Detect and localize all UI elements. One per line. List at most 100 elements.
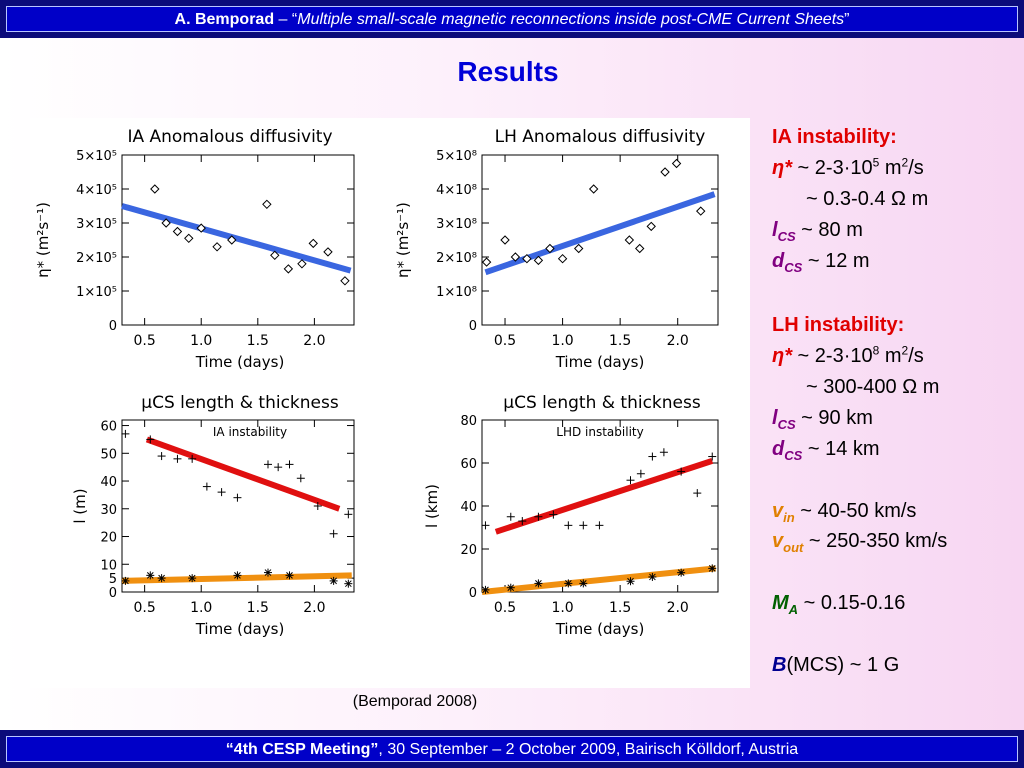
figure-caption: (Bemporad 2008) (352, 693, 478, 710)
lh-thickness-line: dCS ~ 14 km (772, 438, 880, 463)
data-point (161, 218, 171, 228)
x-tick-label: 1.0 (551, 600, 573, 616)
y-tick-label: 5×10⁸ (436, 149, 477, 164)
lh-length-line: lCS ~ 90 km (772, 407, 873, 432)
data-point (545, 243, 555, 254)
data-point (481, 257, 492, 267)
x-axis-label: Time (days) (555, 353, 645, 371)
data-point (184, 233, 194, 244)
x-tick-label: 2.0 (667, 333, 689, 349)
y-tick-label: 3×10⁸ (436, 217, 477, 232)
data-point (481, 521, 490, 530)
y-tick-label: 4×10⁵ (76, 183, 117, 198)
data-point (146, 435, 155, 444)
data-point (296, 474, 305, 483)
star-point (648, 572, 657, 581)
star-d2 (158, 574, 165, 582)
data-point (708, 452, 717, 461)
star-point (626, 577, 635, 586)
vin-line: vin ~ 40-50 km/s (772, 500, 917, 525)
star-point (121, 576, 130, 585)
y-tick-label: 5 (109, 572, 117, 587)
data-point (212, 242, 222, 252)
data-point (573, 243, 584, 254)
data-point (677, 467, 686, 476)
star-point (579, 579, 588, 588)
data-point (313, 502, 322, 510)
chart-annotation: IA instability (213, 425, 287, 439)
star-point (481, 585, 490, 594)
star-point (708, 564, 717, 573)
star-d2 (234, 572, 241, 579)
star-point (233, 571, 242, 580)
data-point (500, 235, 510, 245)
data-point (510, 252, 521, 262)
data-point (626, 476, 635, 485)
ia-resistivity: ~ 0.3-0.4 Ω m (806, 188, 929, 210)
data-point (202, 482, 211, 491)
star-point (329, 576, 338, 585)
data-point (121, 429, 130, 438)
data-point (173, 454, 182, 463)
x-tick-label: 1.5 (609, 333, 631, 349)
y-tick-label: 2×10⁸ (436, 251, 477, 266)
fit-line (494, 457, 714, 535)
star-d2 (188, 574, 196, 582)
star-point (506, 583, 515, 592)
data-point (270, 250, 280, 261)
data-point (172, 226, 183, 237)
footer-bar: “4th CESP Meeting”, 30 September – 2 Oct… (0, 730, 1024, 768)
y-tick-label: 20 (460, 543, 477, 558)
data-point (518, 517, 527, 526)
data-point (233, 493, 242, 502)
x-tick-label: 2.0 (303, 333, 325, 349)
star-point (263, 568, 272, 577)
footer-text: “4th CESP Meeting”, 30 September – 2 Oct… (6, 736, 1018, 762)
chart-panel-2: LH Anomalous diffusivity 0.5 1.0 1.5 2.0 0 1×1… (394, 127, 719, 371)
data-point (297, 259, 307, 269)
plot-frame (121, 419, 355, 593)
x-tick-label: 0.5 (134, 333, 156, 349)
star-d2 (564, 580, 572, 587)
data-point (588, 184, 599, 194)
header-close: ” (844, 11, 850, 28)
y-tick-label: 50 (100, 447, 117, 462)
header-title: Multiple small-scale magnetic reconnecti… (297, 11, 845, 28)
star-d2 (535, 580, 542, 587)
star-point (188, 574, 197, 583)
header-author: A. Bemporad (174, 11, 275, 28)
eta-symbol: η* (772, 157, 792, 179)
y-tick-label: 10 (100, 558, 117, 573)
data-point (323, 247, 333, 257)
y-tick-label: 60 (100, 420, 117, 435)
chart-title: μCS length & thickness (503, 393, 701, 413)
data-point (227, 235, 237, 245)
mach-line: MA ~ 0.15-0.16 (772, 592, 906, 617)
header-text: A. Bemporad – “Multiple small-scale magn… (6, 6, 1018, 32)
x-tick-label: 0.5 (134, 600, 156, 616)
x-tick-label: 1.0 (190, 333, 212, 349)
ia-heading: IA instability: (772, 126, 897, 148)
data-point (340, 276, 350, 286)
x-tick-label: 2.0 (667, 600, 689, 616)
data-point (262, 199, 272, 210)
y-tick-label: 2×10⁵ (76, 251, 117, 266)
data-point (671, 158, 682, 169)
star-point (564, 579, 573, 588)
plot-frame (481, 419, 719, 593)
data-point (344, 510, 353, 519)
lh-eta-line: η* ~ 2-3·108 m2/s (772, 343, 924, 367)
figure-svg: IA Anomalous diffusivity 0.5 1.0 1.5 2.0 0 1×1… (34, 127, 719, 638)
data-point (308, 238, 318, 249)
y-axis-label: η* (m²s⁻¹) (394, 202, 412, 278)
star-d2 (579, 580, 587, 587)
ia-eta-line: η* ~ 2-3·105 m2/s (772, 155, 924, 179)
data-point (646, 221, 656, 232)
data-point (595, 521, 604, 530)
x-tick-label: 1.5 (609, 600, 631, 616)
fit-line (121, 203, 352, 274)
data-point (196, 223, 206, 233)
data-point (263, 460, 272, 469)
y-tick-label: 20 (100, 531, 117, 546)
